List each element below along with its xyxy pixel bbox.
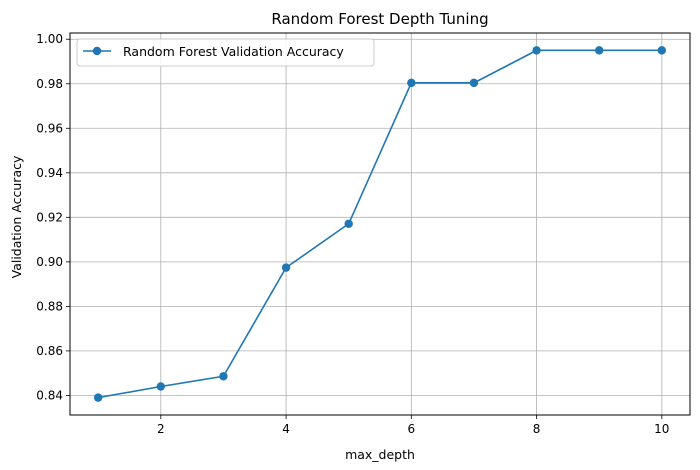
- data-point: [219, 372, 228, 381]
- data-point: [281, 263, 291, 272]
- data-point: [156, 382, 166, 391]
- y-tick-label: 0.90: [36, 255, 63, 269]
- legend-box: [76, 38, 375, 67]
- x-tick-label: 8: [533, 422, 541, 436]
- data-point: [657, 46, 667, 55]
- y-tick-label: 0.96: [36, 121, 63, 135]
- y-tick-label: 0.98: [36, 77, 63, 91]
- y-axis-label: Validation Accuracy: [9, 155, 24, 278]
- data-point: [532, 46, 541, 55]
- x-tick-label: 2: [157, 422, 165, 436]
- legend-label: Random Forest Validation Accuracy: [123, 44, 344, 59]
- x-tick-label: 4: [282, 422, 290, 436]
- y-tick-label: 1.00: [36, 32, 63, 46]
- plot-frame: [69, 32, 691, 416]
- y-tick-label: 0.84: [36, 388, 63, 402]
- legend: Random Forest Validation Accuracy: [76, 38, 375, 67]
- data-point: [469, 78, 479, 88]
- y-tick-label: 0.88: [36, 299, 63, 313]
- grid-lines: [70, 33, 690, 415]
- chart-title: Random Forest Depth Tuning: [271, 10, 488, 28]
- series-line: [98, 49, 662, 399]
- y-tick-label: 0.92: [36, 210, 63, 224]
- x-tick-label: 10: [654, 422, 669, 436]
- data-point: [344, 219, 353, 228]
- y-tick-label: 0.94: [36, 166, 63, 180]
- data-point: [594, 46, 604, 55]
- x-tick-label: 6: [407, 422, 415, 436]
- y-tick-label: 0.86: [36, 344, 63, 358]
- x-axis-label: max_depth: [345, 447, 415, 462]
- series-layer: [93, 46, 667, 402]
- data-point: [407, 78, 416, 88]
- data-point: [93, 393, 103, 402]
- axis-ticks: 2 4 6 8 10 0.84 0.86 0.88 0.90 0.92 0.94 0.96 0.98 1.…: [36, 32, 669, 436]
- legend-marker-swatch: [92, 46, 102, 56]
